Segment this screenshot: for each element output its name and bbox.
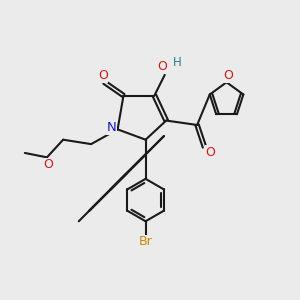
Text: Br: Br <box>139 236 152 248</box>
Text: N: N <box>106 122 116 134</box>
Text: O: O <box>206 146 215 159</box>
Text: O: O <box>98 69 108 82</box>
Text: O: O <box>44 158 53 171</box>
Text: O: O <box>158 60 167 73</box>
Text: O: O <box>223 69 233 82</box>
Text: H: H <box>173 56 182 69</box>
